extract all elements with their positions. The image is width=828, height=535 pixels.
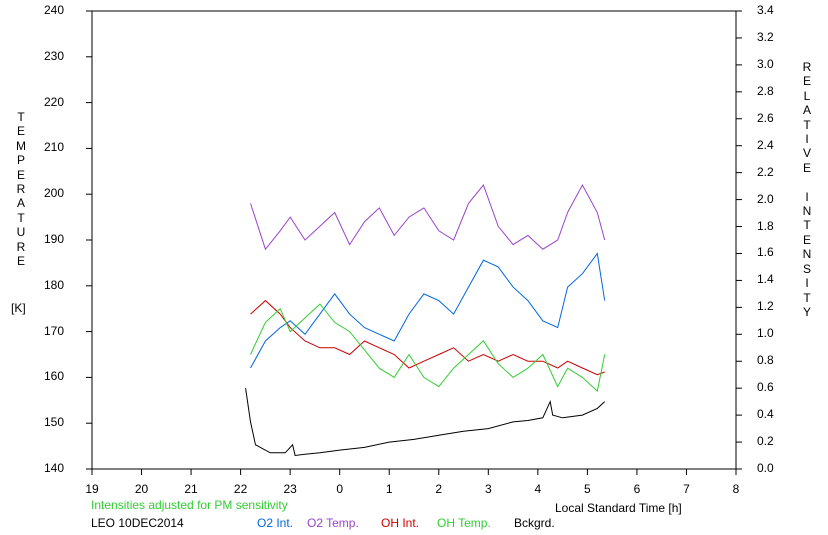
y-right-tick-label: 0.6 xyxy=(757,380,774,395)
y-right-tick-label: 1.0 xyxy=(757,326,774,341)
y-left-tick-label: 180 xyxy=(43,277,64,292)
y-left-tick-label: 200 xyxy=(43,186,64,201)
x-tick-label: 6 xyxy=(633,482,641,496)
x-tick-label: 20 xyxy=(134,482,149,496)
y-right-tick-label: 2.6 xyxy=(757,110,774,125)
y-right-tick-label: 0.0 xyxy=(757,461,774,475)
y-right-tick-label: 3.0 xyxy=(757,56,774,71)
y-right-tick-label: 0.4 xyxy=(757,407,774,422)
y-left-axis-label: T E M P E R A T U R E xyxy=(16,110,26,269)
y-left-tick-label: 140 xyxy=(43,461,64,475)
y-left-tick-label: 230 xyxy=(43,48,64,63)
x-tick-label: 1 xyxy=(385,482,393,496)
sensitivity-note: Intensities adjusted for PM sensitivity xyxy=(91,498,288,512)
y-right-tick-label: 0.2 xyxy=(757,434,774,449)
y-right-tick-label: 2.8 xyxy=(757,83,774,98)
y-right-tick-label: 1.8 xyxy=(757,218,774,233)
y-left-tick-label: 210 xyxy=(43,140,64,155)
y-right-tick-label: 1.2 xyxy=(757,299,774,314)
plot-frame xyxy=(91,10,737,470)
x-tick-label: 4 xyxy=(534,482,542,496)
y-left-tick-label: 190 xyxy=(43,232,64,246)
x-tick-label: 7 xyxy=(683,482,690,496)
x-tick-label: 21 xyxy=(184,482,198,496)
series-line-oh-int xyxy=(250,299,605,376)
x-tick-label: 22 xyxy=(233,482,248,496)
tick-layer xyxy=(86,10,742,475)
legend-item: O2 Int. xyxy=(257,516,294,530)
y-left-tick-label: 220 xyxy=(43,94,64,109)
x-tick-label: 2 xyxy=(435,482,443,496)
series-line-bckgrd xyxy=(245,388,606,457)
y-left-tick-label: 170 xyxy=(43,323,64,338)
unit-label: [K] xyxy=(11,301,26,315)
x-tick-label: 8 xyxy=(732,482,740,496)
y-left-tick-label: 160 xyxy=(43,369,64,384)
y-right-tick-label: 1.4 xyxy=(757,272,774,287)
series-line-o2-int xyxy=(250,252,606,369)
x-tick-label: 23 xyxy=(283,482,297,496)
series-line-oh-temp xyxy=(250,303,606,393)
series-layer xyxy=(245,183,606,457)
legend-item: Bckgrd. xyxy=(514,516,555,530)
x-tick-label: 5 xyxy=(584,482,591,496)
y-left-tick-label: 240 xyxy=(43,3,64,17)
y-right-tick-label: 1.6 xyxy=(757,245,774,260)
x-tick-label: 19 xyxy=(85,482,99,496)
station-label: LEO 10DEC2014 xyxy=(91,516,184,530)
legend-item: O2 Temp. xyxy=(307,516,359,530)
y-right-tick-label: 2.4 xyxy=(757,137,774,152)
legend-item: OH Temp. xyxy=(437,516,491,530)
y-right-tick-label: 2.2 xyxy=(757,164,774,179)
x-tick-label: 3 xyxy=(484,482,492,496)
y-right-tick-label: 2.0 xyxy=(757,191,774,206)
y-right-tick-label: 0.8 xyxy=(757,353,774,368)
series-line-o2-temp xyxy=(250,183,606,251)
y-right-tick-label: 3.2 xyxy=(757,29,774,44)
legend-item: OH Int. xyxy=(381,516,420,530)
x-tick-label: 0 xyxy=(336,482,344,496)
y-right-axis-label: R E L A T I V E I N T E N S I T Y xyxy=(802,60,812,319)
y-right-tick-label: 3.4 xyxy=(757,3,774,17)
x-axis-label: Local Standard Time [h] xyxy=(555,501,682,515)
y-left-tick-label: 150 xyxy=(43,415,64,430)
